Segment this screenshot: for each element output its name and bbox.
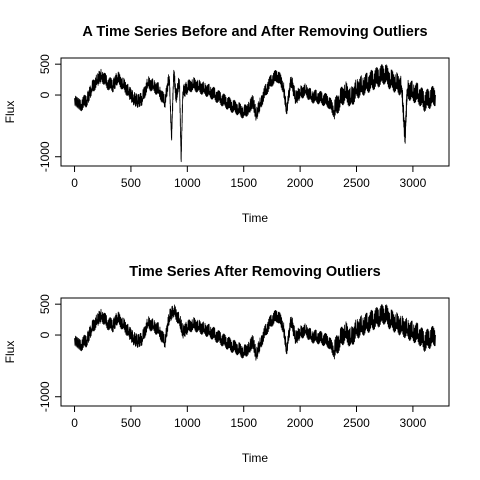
x-axis: 0 500 1000 1500 2000 2500 3000 [71,406,427,430]
y-axis: 500 0 -1000 [38,54,61,172]
x-tick-label: 0 [71,416,78,430]
y-tick-label: 0 [38,91,52,98]
y-tick-label: 0 [38,331,52,338]
x-tick-label: 2500 [343,176,370,190]
x-tick-label: 500 [121,176,141,190]
y-tick-label: 500 [38,294,52,314]
x-tick-label: 2000 [287,416,314,430]
x-tick-label: 1000 [174,176,201,190]
x-tick-label: 0 [71,176,78,190]
chart-panel-top: A Time Series Before and After Removing … [3,24,450,225]
x-tick-label: 1500 [230,416,257,430]
series-line [74,304,436,361]
x-axis: 0 500 1000 1500 2000 2500 3000 [71,166,427,190]
x-tick-label: 2000 [287,176,314,190]
x-tick-label: 1000 [174,416,201,430]
plot-frame [60,57,450,167]
x-tick-label: 500 [121,416,141,430]
x-axis-label: Time [242,451,269,465]
y-axis: 500 0 -1000 [38,294,61,412]
y-axis-label: Flux [3,101,17,124]
chart-panel-bottom: Time Series After Removing Outliers 0 500… [3,264,450,465]
y-tick-label: -1000 [38,381,52,412]
plot-frame [60,297,450,407]
x-tick-label: 3000 [400,416,427,430]
x-axis-label: Time [242,211,269,225]
series-line [74,64,436,163]
x-tick-label: 2500 [343,416,370,430]
y-axis-label: Flux [3,341,17,364]
x-tick-label: 1500 [230,176,257,190]
y-tick-label: 500 [38,54,52,74]
series-group [74,64,436,163]
series-group [74,304,436,361]
chart-title: A Time Series Before and After Removing … [82,24,427,40]
x-tick-label: 3000 [400,176,427,190]
chart-title: Time Series After Removing Outliers [129,264,380,280]
y-tick-label: -1000 [38,141,52,172]
